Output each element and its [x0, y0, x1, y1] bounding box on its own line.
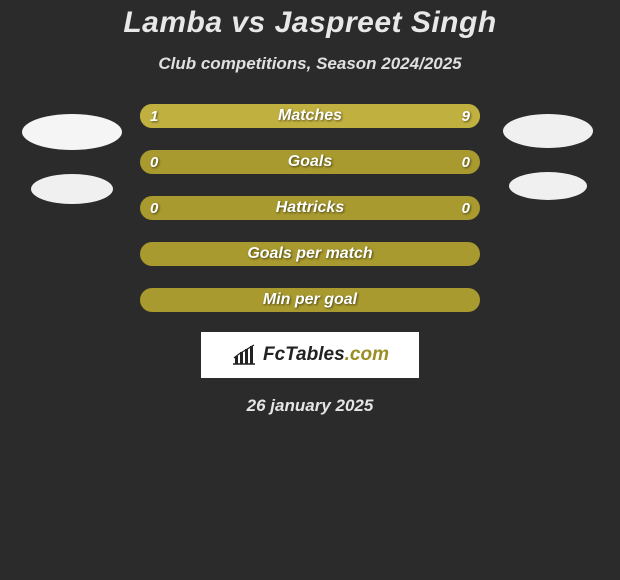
stat-value-right: 9: [462, 104, 470, 128]
page-title: Lamba vs Jaspreet Singh: [123, 6, 496, 40]
stat-value-left: 0: [150, 196, 158, 220]
stat-row: Min per goal: [140, 288, 480, 312]
stat-label: Goals: [140, 150, 480, 174]
stat-row: Goals per match: [140, 242, 480, 266]
avatar-player-right-1: [503, 114, 593, 148]
root: Lamba vs Jaspreet Singh Club competition…: [0, 0, 620, 416]
stat-label: Hattricks: [140, 196, 480, 220]
stats-area: Matches19Goals00Hattricks00Goals per mat…: [0, 104, 620, 312]
avatar-col-right: [498, 104, 598, 200]
stat-bars: Matches19Goals00Hattricks00Goals per mat…: [140, 104, 480, 312]
logo-text: FcTables.com: [263, 344, 389, 366]
avatar-player-left-2: [31, 174, 113, 204]
stat-value-left: 0: [150, 150, 158, 174]
avatar-col-left: [22, 104, 122, 204]
date-label: 26 january 2025: [247, 396, 374, 416]
stat-label: Matches: [140, 104, 480, 128]
stat-value-right: 0: [462, 150, 470, 174]
subtitle: Club competitions, Season 2024/2025: [158, 54, 461, 74]
stat-label: Min per goal: [140, 288, 480, 312]
stat-row: Hattricks0 0: [140, 196, 480, 220]
stat-row: Goals0 0: [140, 150, 480, 174]
stat-row: Matches1 9: [140, 104, 480, 128]
avatar-player-right-2: [509, 172, 587, 200]
bar-chart-icon: [231, 344, 257, 366]
avatar-player-left-1: [22, 114, 122, 150]
stat-value-left: 1: [150, 104, 158, 128]
stat-value-right: 0: [462, 196, 470, 220]
source-logo: FcTables.com: [201, 332, 419, 378]
stat-label: Goals per match: [140, 242, 480, 266]
